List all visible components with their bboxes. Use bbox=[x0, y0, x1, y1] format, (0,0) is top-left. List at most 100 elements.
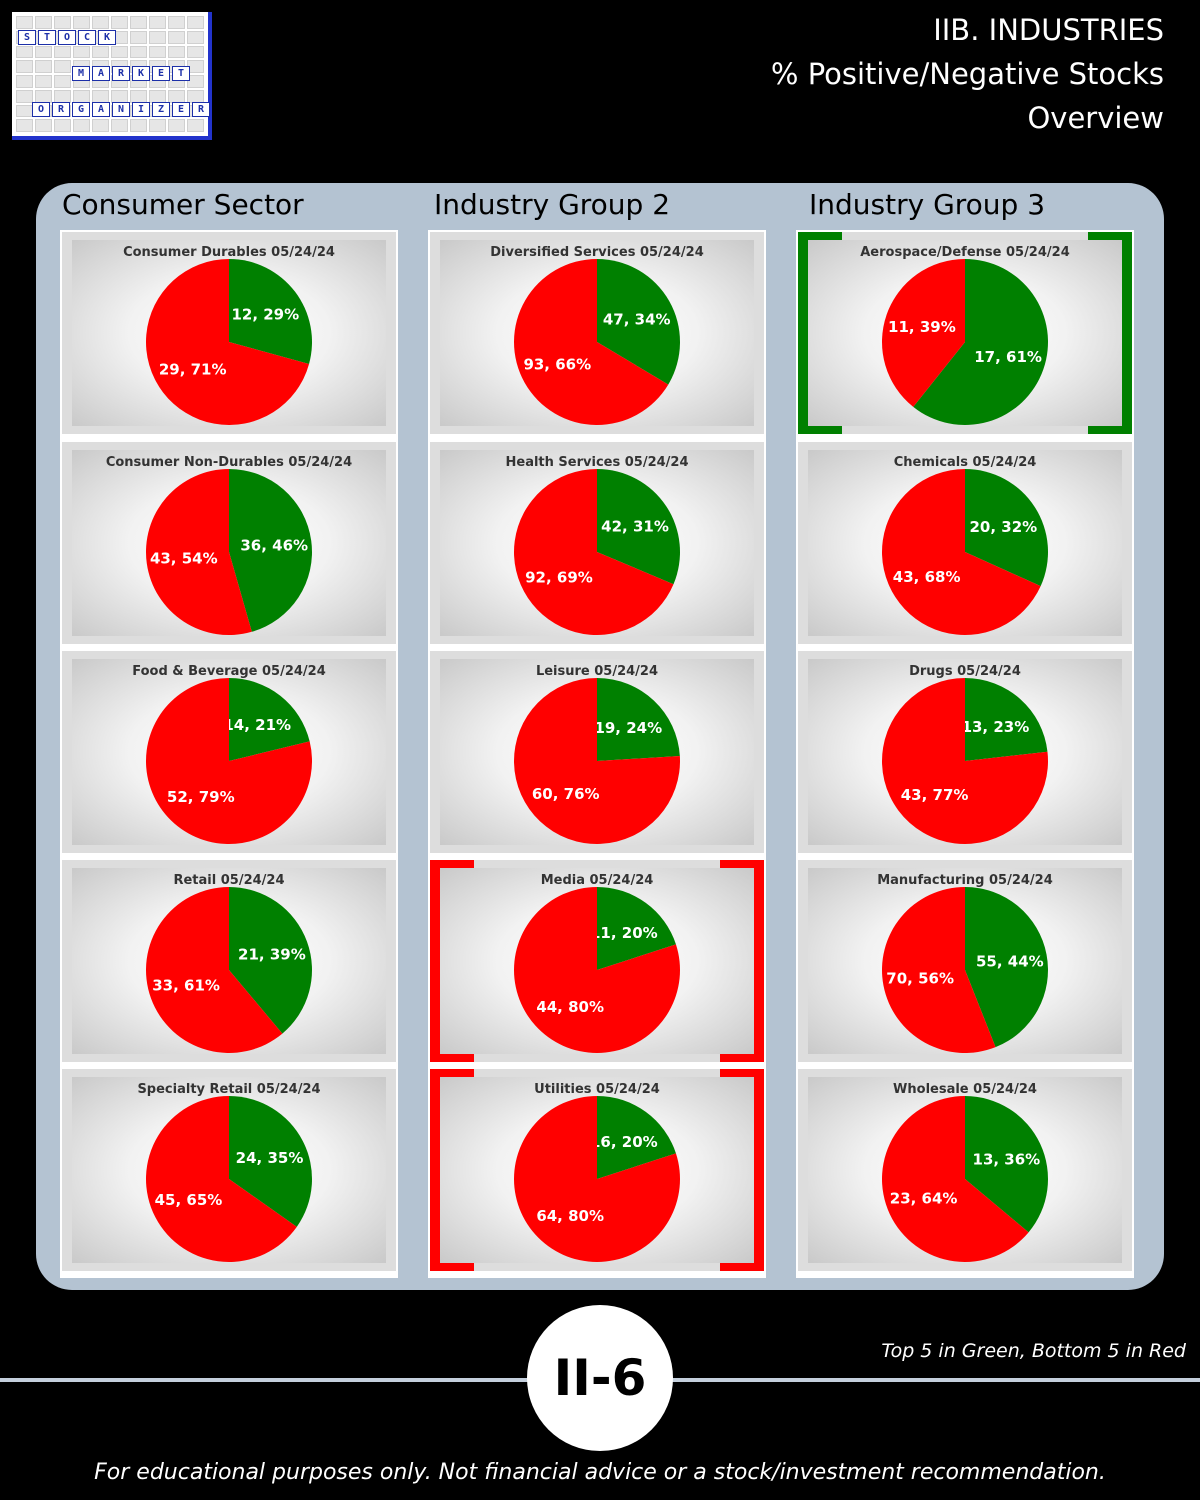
pie-chart: 21, 39% 33, 61% bbox=[145, 887, 312, 1053]
logo-grid-cell bbox=[168, 119, 185, 132]
logo-grid-cell bbox=[130, 16, 147, 29]
positive-slice bbox=[597, 1096, 676, 1179]
negative-data-label: 11, 39% bbox=[888, 318, 956, 336]
chart-title: Manufacturing 05/24/24 bbox=[877, 873, 1053, 888]
logo-grid-cell bbox=[92, 16, 109, 29]
negative-slice bbox=[882, 469, 1041, 635]
logo-grid-cell bbox=[168, 89, 185, 103]
chart-title: Consumer Durables 05/24/24 bbox=[123, 245, 335, 260]
logo-letter: R bbox=[52, 102, 70, 117]
positive-data-label: 42, 31% bbox=[601, 518, 669, 536]
positive-data-label: 16, 20% bbox=[590, 1133, 658, 1151]
logo-letter: K bbox=[98, 30, 116, 45]
logo-grid-cell bbox=[73, 119, 90, 132]
pie-chart-tile: Health Services 05/24/24 42, 31% 92, 69% bbox=[430, 442, 764, 644]
page-header: IIB. INDUSTRIES % Positive/Negative Stoc… bbox=[771, 8, 1164, 140]
logo-letter: T bbox=[38, 30, 56, 45]
chart-title: Diversified Services 05/24/24 bbox=[490, 245, 704, 260]
negative-slice bbox=[514, 469, 674, 635]
negative-slice bbox=[146, 678, 312, 844]
logo-grid-cell bbox=[16, 89, 33, 103]
positive-slice bbox=[597, 259, 680, 385]
page-number-badge: II-6 bbox=[527, 1305, 673, 1451]
positive-slice bbox=[229, 259, 312, 364]
logo-letter: E bbox=[172, 102, 190, 117]
positive-data-label: 47, 34% bbox=[603, 310, 671, 328]
logo-letter: R bbox=[112, 66, 130, 81]
negative-data-label: 33, 61% bbox=[152, 977, 220, 995]
pie-chart: 47, 34% 93, 66% bbox=[514, 259, 680, 425]
logo-grid-cell bbox=[16, 45, 33, 59]
pie-chart-tile: Consumer Non-Durables 05/24/24 36, 46% 43,… bbox=[62, 442, 396, 644]
logo-grid-cell bbox=[111, 119, 128, 132]
positive-slice bbox=[965, 678, 1048, 761]
logo-grid-cell bbox=[92, 119, 109, 132]
logo-letter: R bbox=[192, 102, 210, 117]
positive-data-label: 55, 44% bbox=[976, 952, 1044, 970]
logo-grid-cell bbox=[149, 30, 166, 44]
logo-grid-cell bbox=[187, 30, 204, 44]
pie-chart: 16, 20% 64, 80% bbox=[514, 1096, 680, 1262]
negative-slice bbox=[145, 469, 252, 635]
logo-letter: M bbox=[72, 66, 90, 81]
logo-grid-cell bbox=[54, 119, 71, 132]
negative-data-label: 43, 77% bbox=[901, 786, 969, 804]
logo-grid-cell bbox=[54, 89, 71, 103]
logo-grid-cell bbox=[130, 45, 147, 59]
negative-data-label: 29, 71% bbox=[159, 361, 227, 379]
logo-letter: A bbox=[92, 66, 110, 81]
chart-title: Leisure 05/24/24 bbox=[535, 664, 659, 679]
header-section-title: IIB. INDUSTRIES bbox=[933, 13, 1164, 47]
pie-chart-tile: Aerospace/Defense 05/24/24 17, 61% 11, 39% bbox=[798, 232, 1132, 434]
chart-title: Media 05/24/24 bbox=[540, 873, 654, 888]
negative-slice bbox=[145, 259, 310, 425]
chart-title: Food & Beverage 05/24/24 bbox=[132, 664, 326, 679]
logo-grid-cell bbox=[111, 89, 128, 103]
positive-data-label: 13, 23% bbox=[962, 718, 1030, 736]
header-subtitle: % Positive/Negative Stocks bbox=[770, 57, 1164, 91]
positive-slice bbox=[597, 469, 680, 585]
logo-grid-cell bbox=[35, 75, 52, 88]
pie-chart: 20, 32% 43, 68% bbox=[882, 469, 1048, 635]
logo-grid-cell bbox=[54, 60, 71, 73]
negative-slice bbox=[514, 1096, 680, 1262]
pie-chart-tile: Specialty Retail 05/24/24 24, 35% 45, 65% bbox=[62, 1069, 396, 1271]
logo-grid-cell bbox=[187, 45, 204, 59]
chart-title: Aerospace/Defense 05/24/24 bbox=[860, 245, 1070, 260]
negative-data-label: 43, 68% bbox=[893, 568, 961, 586]
negative-data-label: 23, 64% bbox=[890, 1189, 958, 1207]
logo-grid-cell bbox=[149, 89, 166, 103]
logo-grid-cell bbox=[35, 60, 52, 73]
pie-chart-tile: Media 05/24/24 11, 20% 44, 80% bbox=[430, 860, 764, 1062]
logo-grid bbox=[16, 16, 204, 132]
logo-grid-cell bbox=[92, 45, 109, 59]
logo-grid-cell bbox=[149, 16, 166, 29]
negative-slice bbox=[882, 887, 996, 1053]
logo-grid-cell bbox=[54, 16, 71, 29]
logo-grid-cell bbox=[35, 119, 52, 132]
logo-grid-cell bbox=[168, 16, 185, 29]
positive-slice bbox=[965, 469, 1048, 587]
pie-chart: 13, 23% 43, 77% bbox=[882, 678, 1048, 844]
negative-slice bbox=[145, 887, 283, 1053]
pie-chart: 19, 24% 60, 76% bbox=[514, 678, 680, 844]
pie-chart-tile: Leisure 05/24/24 19, 24% 60, 76% bbox=[430, 651, 764, 853]
chart-title: Chemicals 05/24/24 bbox=[893, 455, 1037, 470]
pie-chart-tile: Drugs 05/24/24 13, 23% 43, 77% bbox=[798, 651, 1132, 853]
logo-grid-cell bbox=[16, 75, 33, 88]
logo-letter: I bbox=[132, 102, 150, 117]
pie-chart: 36, 46% 43, 54% bbox=[145, 469, 312, 635]
negative-slice bbox=[514, 887, 680, 1053]
pie-chart: 55, 44% 70, 56% bbox=[882, 887, 1048, 1053]
pie-chart-tile: Retail 05/24/24 21, 39% 33, 61% bbox=[62, 860, 396, 1062]
negative-data-label: 64, 80% bbox=[536, 1207, 604, 1225]
chart-title: Retail 05/24/24 bbox=[173, 873, 285, 888]
column-title-industry-group-2: Industry Group 2 bbox=[434, 188, 671, 221]
pie-chart-tile: Food & Beverage 05/24/24 14, 21% 52, 79% bbox=[62, 651, 396, 853]
logo-grid-cell bbox=[111, 45, 128, 59]
positive-slice bbox=[229, 887, 312, 1034]
positive-data-label: 21, 39% bbox=[238, 945, 306, 963]
